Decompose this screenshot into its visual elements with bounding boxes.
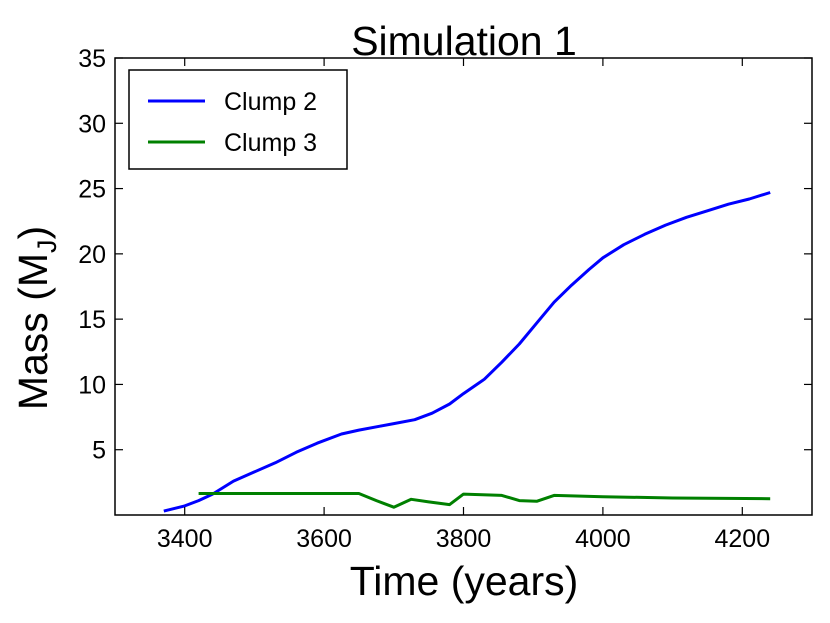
- series-layer: [163, 191, 771, 513]
- legend-box: [128, 69, 348, 170]
- x-tick-label: 3400: [157, 525, 213, 553]
- y-axis-label: Mass (MJ): [10, 226, 62, 410]
- legend-label-clump-2: Clump 2: [224, 88, 317, 116]
- x-tick-label: 3600: [296, 525, 352, 553]
- series-line-clump-2: [163, 191, 771, 513]
- ticks-layer: 3400 3600 3800 4000 4200 5 10 15 20 25 30 35: [78, 45, 812, 553]
- y-axis-label-close: ): [10, 226, 56, 240]
- y-axis-label-subscript: J: [32, 240, 62, 254]
- x-tick-label: 3800: [436, 525, 492, 553]
- y-tick-label: 15: [78, 306, 106, 334]
- y-tick-label: 20: [78, 241, 106, 269]
- x-axis-label: Time (years): [350, 558, 579, 604]
- x-tick-label: 4000: [575, 525, 631, 553]
- y-tick-label: 5: [92, 437, 106, 465]
- y-tick-label: 30: [78, 110, 106, 138]
- y-tick-label: 10: [78, 371, 106, 399]
- x-tick-label: 4200: [714, 525, 770, 553]
- y-axis-label-main: Mass (M: [10, 253, 56, 410]
- series-line-clump-3: [198, 492, 771, 509]
- legend-label-clump-3: Clump 3: [224, 129, 317, 157]
- y-tick-label: 35: [78, 45, 106, 73]
- legend: Clump 2 Clump 3: [128, 69, 348, 170]
- y-tick-label: 25: [78, 176, 106, 204]
- chart-title: Simulation 1: [351, 18, 577, 64]
